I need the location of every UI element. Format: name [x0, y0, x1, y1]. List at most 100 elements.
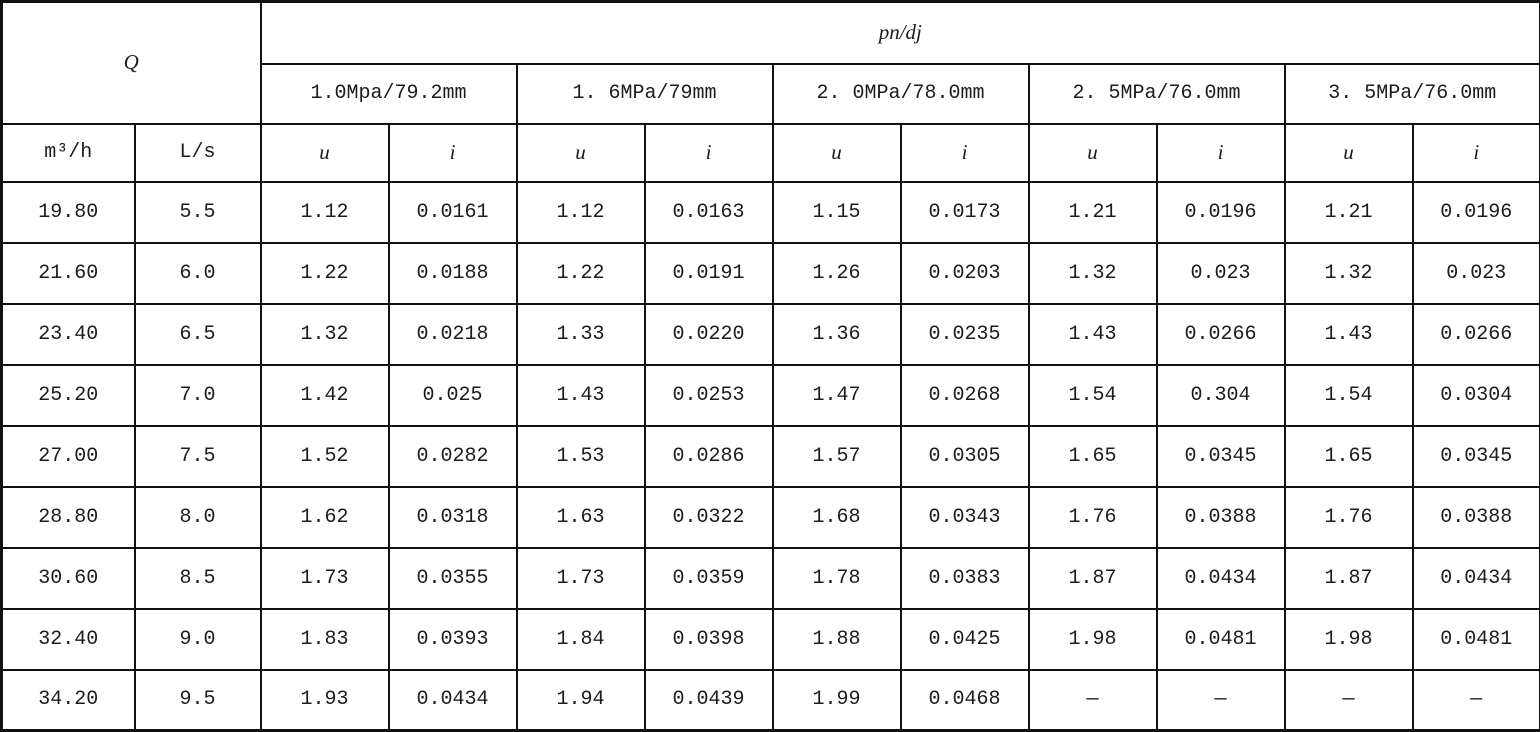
table-cell: 32.40 — [2, 609, 135, 670]
table-cell: 0.023 — [1157, 243, 1285, 304]
table-cell: 0.0388 — [1157, 487, 1285, 548]
table-cell: 1.63 — [517, 487, 645, 548]
table-cell: 0.0286 — [645, 426, 773, 487]
table-cell: 0.0345 — [1413, 426, 1540, 487]
table-cell: 1.12 — [261, 182, 389, 243]
table-cell: — — [1157, 670, 1285, 731]
table-cell: 1.33 — [517, 304, 645, 365]
table-cell: 0.0434 — [389, 670, 517, 731]
table-cell: 0.0266 — [1157, 304, 1285, 365]
table-cell: 0.0359 — [645, 548, 773, 609]
table-cell: 1.53 — [517, 426, 645, 487]
table-cell: 0.0398 — [645, 609, 773, 670]
table-cell: 0.0322 — [645, 487, 773, 548]
table-cell: 0.0218 — [389, 304, 517, 365]
table-cell: 0.0266 — [1413, 304, 1540, 365]
table-cell: 1.32 — [1029, 243, 1157, 304]
table-cell: 1.26 — [773, 243, 901, 304]
table-cell: 0.0393 — [389, 609, 517, 670]
i-header: i — [1157, 124, 1285, 182]
u-header: u — [1285, 124, 1413, 182]
table-cell: 0.0468 — [901, 670, 1029, 731]
table-cell: 1.73 — [517, 548, 645, 609]
u-header: u — [1029, 124, 1157, 182]
table-cell: 19.80 — [2, 182, 135, 243]
u-header: u — [773, 124, 901, 182]
table-cell: 1.88 — [773, 609, 901, 670]
table-cell: 7.5 — [135, 426, 261, 487]
table-cell: 0.0383 — [901, 548, 1029, 609]
table-cell: 9.5 — [135, 670, 261, 731]
table-cell: — — [1285, 670, 1413, 731]
table-cell: 9.0 — [135, 609, 261, 670]
pressure-col-header-4: 2. 5MPa/76.0mm — [1029, 64, 1285, 124]
table-cell: 0.0282 — [389, 426, 517, 487]
table-cell: 0.304 — [1157, 365, 1285, 426]
table-cell: 0.0188 — [389, 243, 517, 304]
table-cell: 1.94 — [517, 670, 645, 731]
table-cell: 1.83 — [261, 609, 389, 670]
table-cell: 1.42 — [261, 365, 389, 426]
table-cell: 0.0439 — [645, 670, 773, 731]
table-cell: 0.0434 — [1413, 548, 1540, 609]
header-row-top: Q pn/dj — [2, 2, 1540, 64]
table-cell: 6.5 — [135, 304, 261, 365]
table-cell: 0.0355 — [389, 548, 517, 609]
table-cell: 1.43 — [1285, 304, 1413, 365]
table-cell: 0.0481 — [1413, 609, 1540, 670]
i-header: i — [1413, 124, 1540, 182]
table-cell: 1.98 — [1285, 609, 1413, 670]
table-cell: 1.54 — [1029, 365, 1157, 426]
i-header: i — [389, 124, 517, 182]
table-cell: 1.87 — [1285, 548, 1413, 609]
unit-header-m3h: m³/h — [2, 124, 135, 182]
table-cell: 0.0173 — [901, 182, 1029, 243]
table-cell: 1.99 — [773, 670, 901, 731]
table-cell: 25.20 — [2, 365, 135, 426]
table-cell: 0.0305 — [901, 426, 1029, 487]
table-cell: 0.0191 — [645, 243, 773, 304]
table-cell: 5.5 — [135, 182, 261, 243]
table-cell: 0.0388 — [1413, 487, 1540, 548]
table-cell: 7.0 — [135, 365, 261, 426]
table-cell: 1.43 — [517, 365, 645, 426]
table-cell: 0.025 — [389, 365, 517, 426]
table-cell: 1.21 — [1285, 182, 1413, 243]
table-cell: 1.65 — [1285, 426, 1413, 487]
table-cell: 0.0196 — [1157, 182, 1285, 243]
table-cell: 1.68 — [773, 487, 901, 548]
table-cell: 1.76 — [1029, 487, 1157, 548]
table-cell: 1.87 — [1029, 548, 1157, 609]
table-cell: 1.62 — [261, 487, 389, 548]
table-cell: 0.0481 — [1157, 609, 1285, 670]
table-cell: 0.0318 — [389, 487, 517, 548]
pn-dj-header-cell: pn/dj — [261, 2, 1540, 64]
table-cell: 1.32 — [1285, 243, 1413, 304]
table-cell: 0.0434 — [1157, 548, 1285, 609]
table-cell: 1.84 — [517, 609, 645, 670]
table-cell: 34.20 — [2, 670, 135, 731]
table-cell: 0.0425 — [901, 609, 1029, 670]
table-cell: 28.80 — [2, 487, 135, 548]
table-cell: 0.0196 — [1413, 182, 1540, 243]
table-cell: 6.0 — [135, 243, 261, 304]
table-cell: 1.36 — [773, 304, 901, 365]
i-header: i — [645, 124, 773, 182]
table-cell: 1.12 — [517, 182, 645, 243]
pressure-col-header-3: 2. 0MPa/78.0mm — [773, 64, 1029, 124]
table-cell: 1.73 — [261, 548, 389, 609]
table-cell: 27.00 — [2, 426, 135, 487]
table-cell: 0.0304 — [1413, 365, 1540, 426]
i-header: i — [901, 124, 1029, 182]
pressure-col-header-2: 1. 6MPa/79mm — [517, 64, 773, 124]
table-cell: 8.0 — [135, 487, 261, 548]
q-header-cell: Q — [2, 2, 261, 124]
